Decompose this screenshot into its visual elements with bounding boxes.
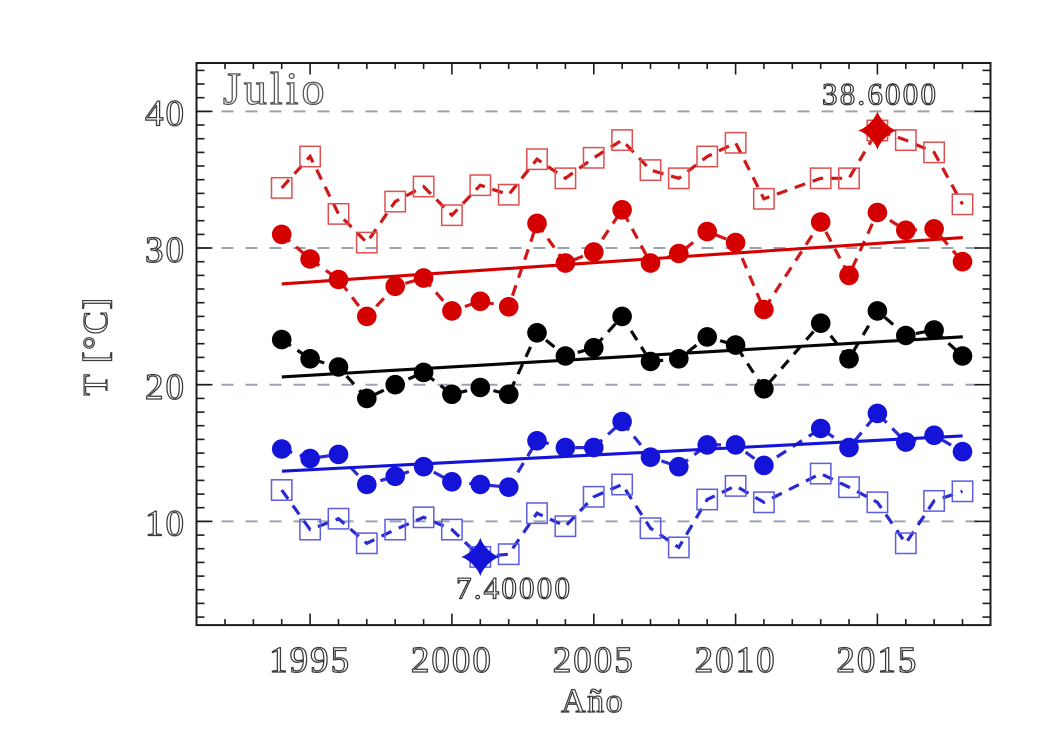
- svg-text:40: 40: [145, 94, 186, 135]
- svg-text:2005: 2005: [553, 640, 635, 681]
- svg-text:2010: 2010: [695, 640, 777, 681]
- svg-text:Julio: Julio: [223, 63, 327, 114]
- svg-text:1995: 1995: [269, 640, 351, 681]
- svg-text:2000: 2000: [411, 640, 493, 681]
- svg-text:7.40000: 7.40000: [456, 571, 572, 606]
- svg-text:2015: 2015: [836, 640, 918, 681]
- svg-text:30: 30: [145, 230, 186, 271]
- svg-text:10: 10: [145, 504, 186, 545]
- svg-text:T [°C]: T [°C]: [76, 296, 115, 395]
- svg-text:20: 20: [145, 367, 186, 408]
- svg-text:Año: Año: [561, 683, 624, 720]
- svg-text:38.6000: 38.6000: [822, 77, 938, 112]
